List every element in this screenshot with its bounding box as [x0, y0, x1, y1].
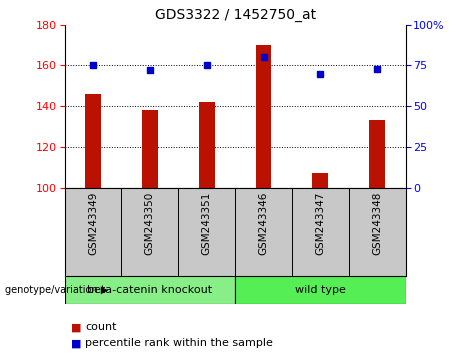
- Bar: [199, 102, 215, 188]
- Text: wild type: wild type: [295, 285, 346, 295]
- Text: GSM243351: GSM243351: [201, 192, 212, 256]
- Text: GSM243349: GSM243349: [88, 192, 98, 256]
- Bar: [369, 120, 385, 188]
- Text: beta-catenin knockout: beta-catenin knockout: [87, 285, 213, 295]
- Bar: [85, 94, 101, 188]
- Bar: [65, 276, 235, 304]
- Text: count: count: [85, 322, 117, 332]
- Text: GSM243348: GSM243348: [372, 192, 382, 256]
- Text: GSM243346: GSM243346: [259, 192, 269, 256]
- Text: GSM243347: GSM243347: [315, 192, 325, 256]
- Bar: [142, 110, 158, 188]
- Bar: [255, 45, 272, 188]
- Text: percentile rank within the sample: percentile rank within the sample: [85, 338, 273, 348]
- Text: genotype/variation ▶: genotype/variation ▶: [5, 285, 108, 295]
- Text: ■: ■: [71, 338, 82, 348]
- Text: GSM243350: GSM243350: [145, 192, 155, 255]
- Bar: [313, 173, 328, 188]
- Title: GDS3322 / 1452750_at: GDS3322 / 1452750_at: [154, 8, 316, 22]
- Bar: [235, 276, 406, 304]
- Text: ■: ■: [71, 322, 82, 332]
